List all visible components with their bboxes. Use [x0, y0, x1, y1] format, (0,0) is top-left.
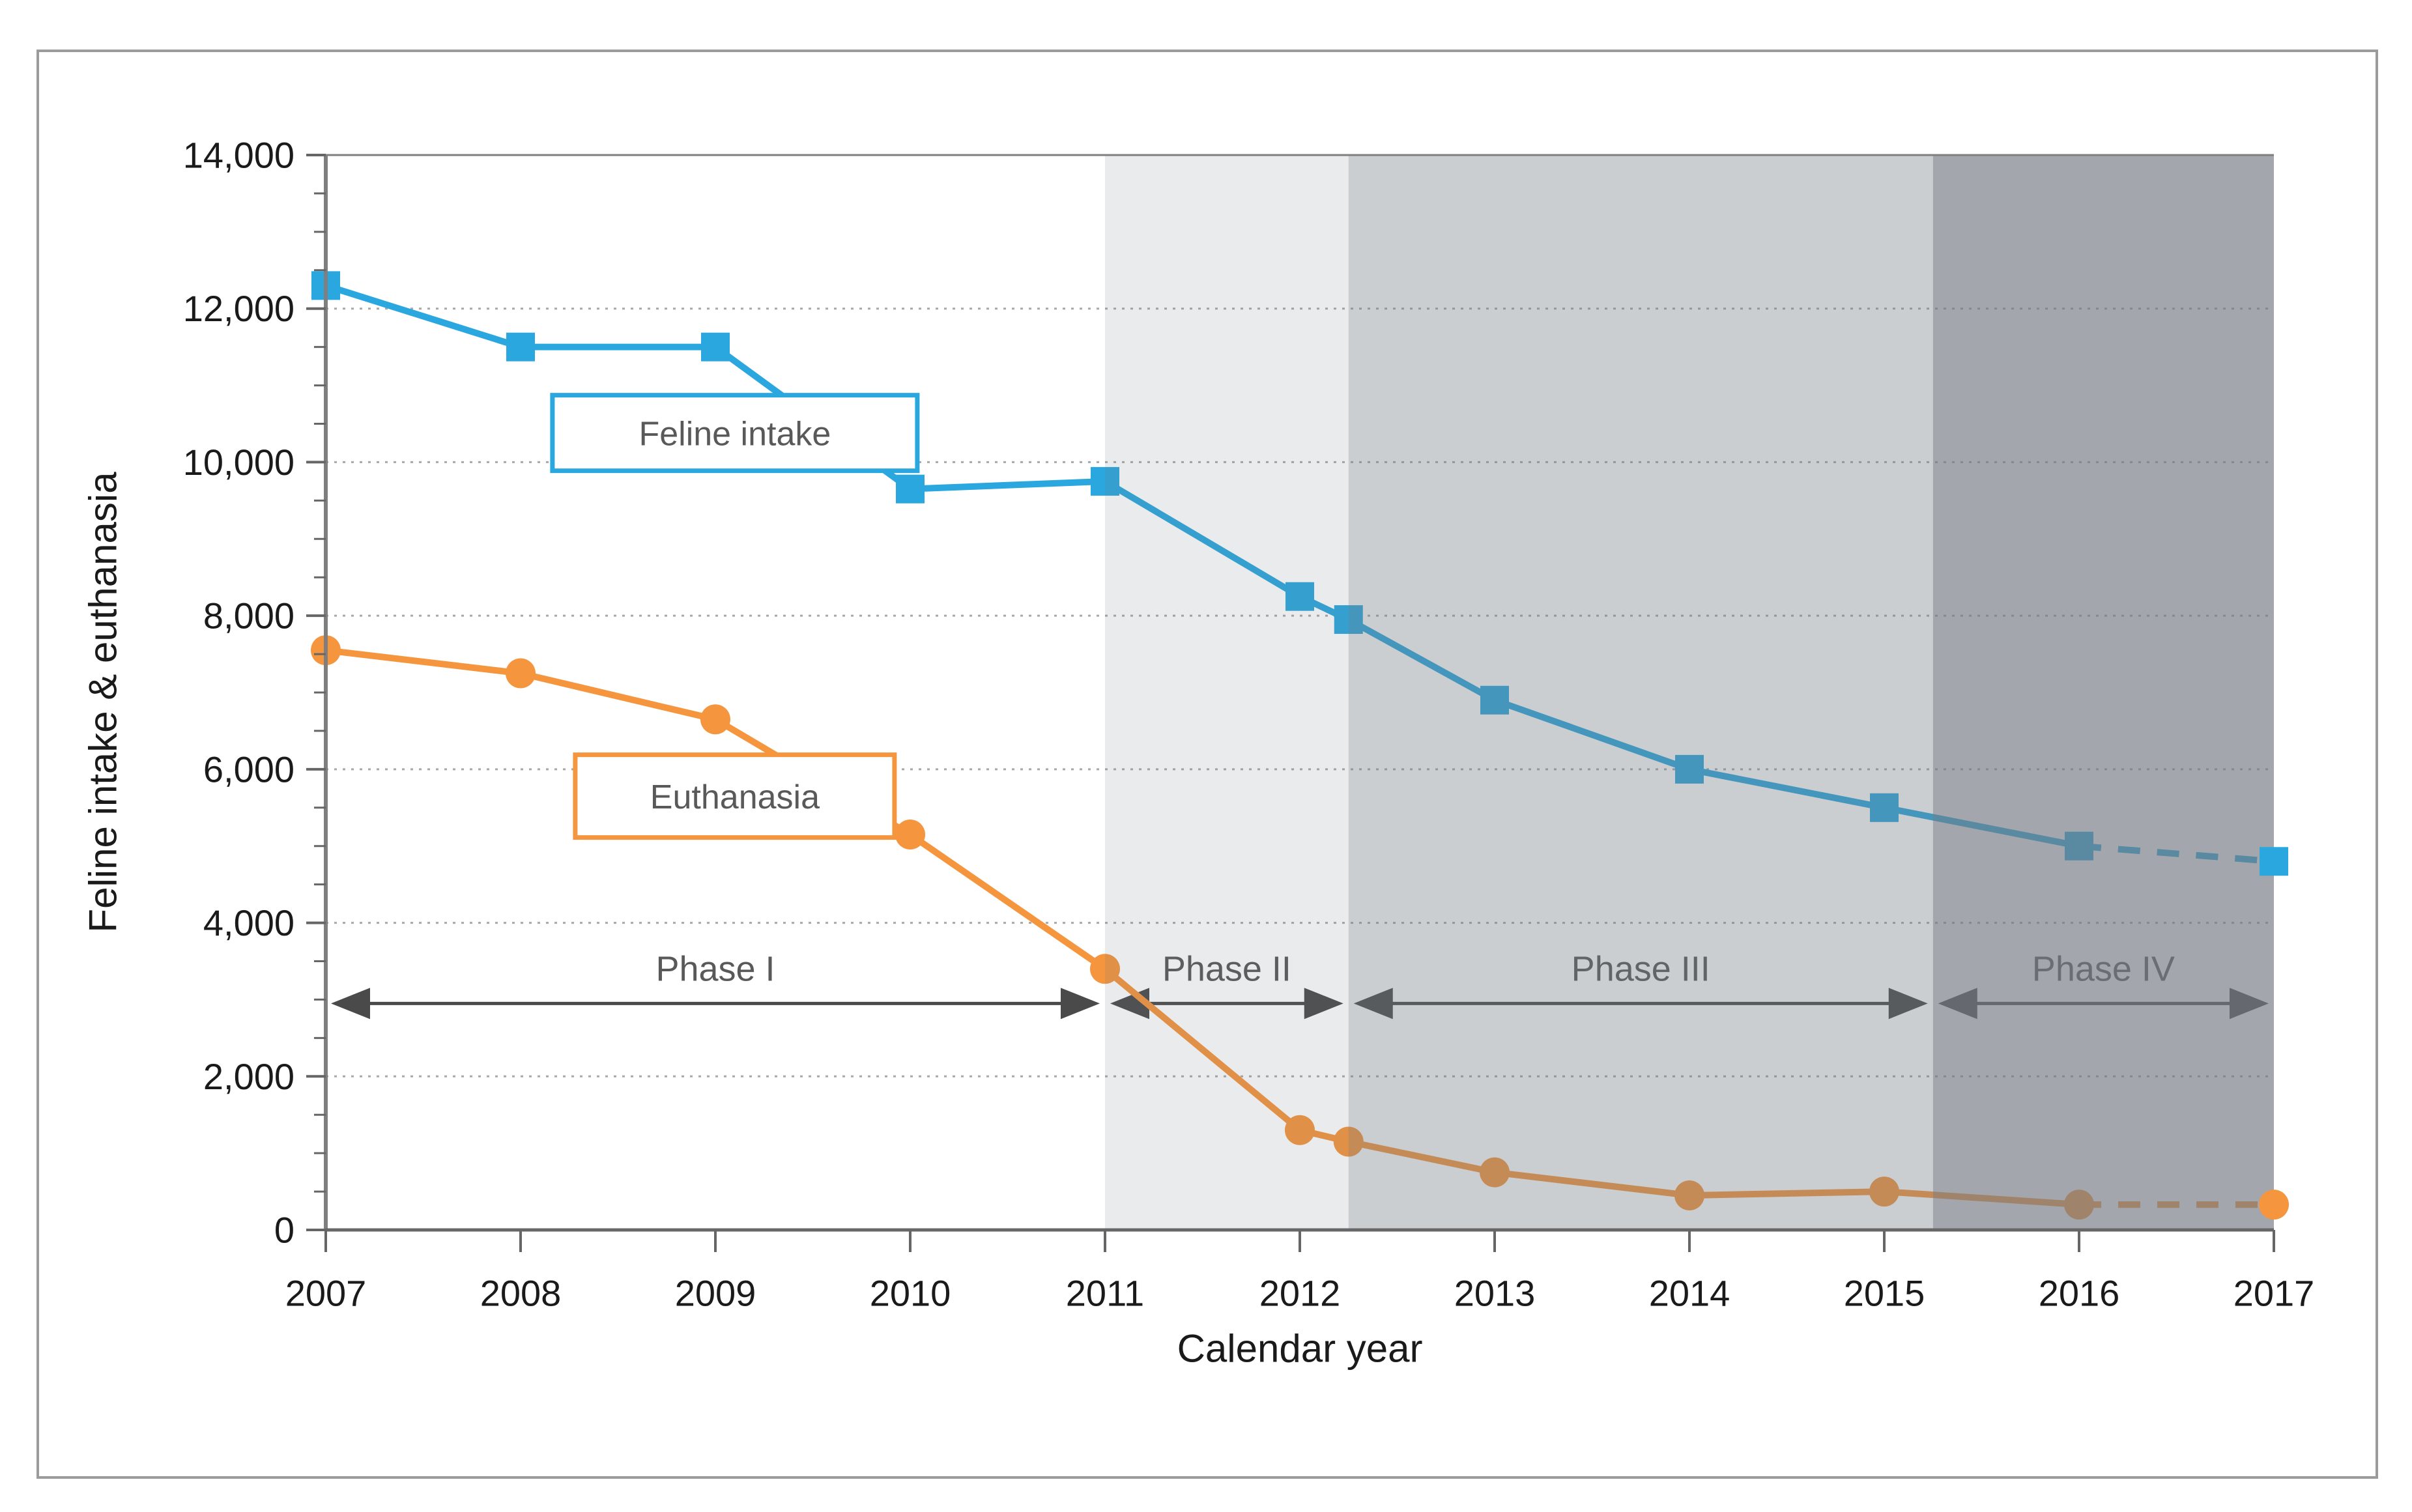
phase-arrowhead-left — [331, 988, 370, 1020]
phase-arrowhead-right — [1304, 988, 1343, 1020]
data-point-marker — [1285, 1115, 1315, 1145]
phase-overlay — [1932, 155, 2274, 1230]
y-tick-label: 4,000 — [203, 902, 294, 943]
data-point-marker — [700, 704, 730, 735]
phase-arrowhead-right — [1061, 988, 1100, 1020]
data-point-marker — [1870, 793, 1899, 822]
x-tick-label: 2007 — [285, 1273, 367, 1314]
data-point-marker — [1869, 1177, 1899, 1207]
x-tick-label: 2012 — [1259, 1273, 1341, 1314]
data-point-marker — [1090, 954, 1120, 984]
end-point-marker — [2259, 1190, 2289, 1220]
x-tick-label: 2009 — [675, 1273, 756, 1314]
phase-arrowhead-right — [1888, 988, 1928, 1020]
data-point-marker — [1480, 685, 1509, 715]
x-tick-label: 2010 — [870, 1273, 951, 1314]
x-axis-title: Calendar year — [1177, 1327, 1423, 1371]
x-tick-label: 2016 — [2039, 1273, 2120, 1314]
series-label-box — [550, 393, 920, 474]
data-point-marker — [506, 332, 535, 362]
x-tick-label: 2014 — [1649, 1273, 1730, 1314]
data-point-marker — [1480, 1157, 1510, 1188]
data-point-marker — [1091, 466, 1119, 496]
phase-arrowhead-left — [1353, 988, 1393, 1020]
data-point-marker — [1333, 1126, 1364, 1157]
x-tick-label: 2015 — [1844, 1273, 1925, 1314]
data-point-marker — [1285, 582, 1314, 611]
y-tick-label: 10,000 — [183, 442, 294, 483]
data-point-marker — [896, 474, 925, 504]
end-point-marker — [2260, 847, 2288, 876]
data-point-marker — [1675, 754, 1704, 784]
y-axis-title: Feline intake & euthanasia — [81, 472, 125, 933]
y-tick-label: 6,000 — [203, 749, 294, 790]
series-label-box — [573, 752, 897, 840]
y-tick-label: 8,000 — [203, 595, 294, 636]
data-point-marker — [1334, 605, 1363, 635]
data-point-marker — [506, 658, 536, 689]
phase-overlay — [1348, 155, 1933, 1230]
x-tick-label: 2017 — [2233, 1273, 2315, 1314]
y-tick-label: 0 — [274, 1210, 294, 1251]
x-tick-label: 2008 — [480, 1273, 562, 1314]
data-point-marker — [1674, 1180, 1704, 1210]
y-tick-label: 2,000 — [203, 1056, 294, 1097]
y-tick-label: 12,000 — [183, 288, 294, 329]
series-label-text: Feline intake — [639, 416, 831, 453]
x-tick-label: 2013 — [1454, 1273, 1536, 1314]
x-tick-label: 2011 — [1066, 1273, 1144, 1314]
phase-label: Phase II — [1162, 949, 1291, 988]
phase-overlay — [1105, 155, 1349, 1230]
data-point-marker — [895, 820, 925, 850]
phase-label: Phase I — [655, 949, 775, 988]
phase-label: Phase III — [1572, 949, 1710, 988]
y-tick-label: 14,000 — [183, 135, 294, 176]
series-label-text: Euthanasia — [650, 778, 820, 816]
data-point-marker — [701, 332, 730, 362]
outer-frame — [36, 50, 2378, 1479]
